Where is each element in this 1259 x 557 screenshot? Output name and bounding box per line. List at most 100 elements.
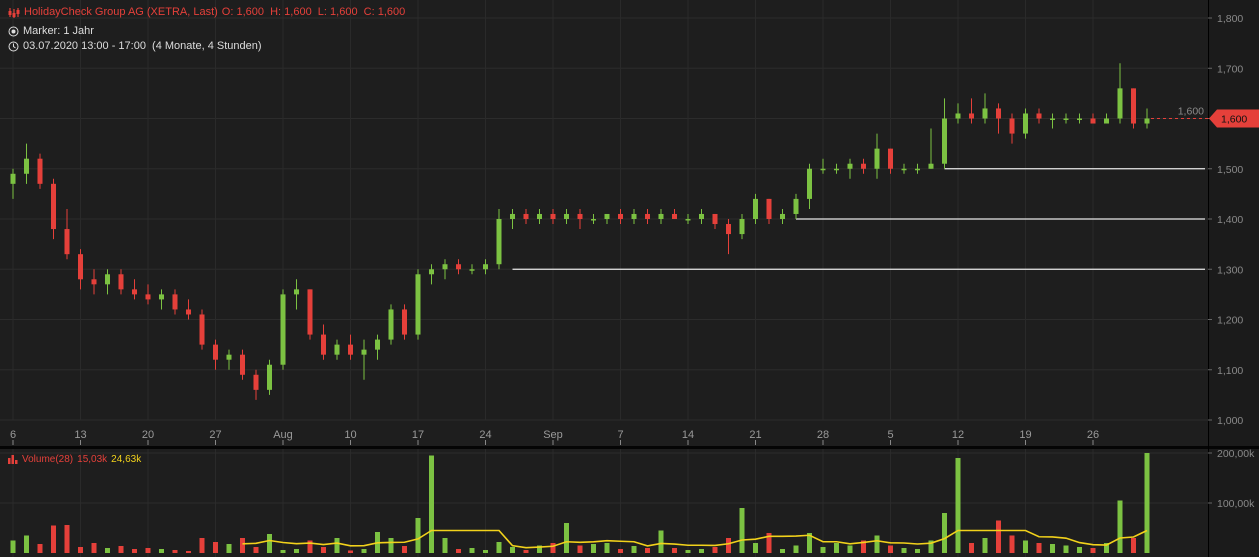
volume-bar: [402, 546, 407, 553]
candle: [888, 148, 893, 174]
candle: [172, 289, 178, 315]
volume-bar: [712, 547, 718, 553]
candle-body: [753, 198, 758, 219]
volume-bar: [523, 550, 529, 553]
candle-body: [415, 274, 421, 335]
candle: [564, 208, 569, 225]
x-tick-label: Aug: [273, 429, 293, 441]
volume-bar: [510, 547, 515, 553]
bar-chart-icon: [8, 455, 18, 464]
candle: [199, 309, 205, 350]
candle-body: [739, 219, 745, 235]
candle-body: [213, 344, 218, 360]
candle-body: [1009, 118, 1015, 134]
y-tick-label: 1,100: [1217, 365, 1243, 377]
candle-body: [159, 294, 164, 300]
candle: [64, 208, 70, 260]
candle-body: [658, 213, 664, 219]
candle: [469, 264, 475, 275]
candle: [631, 208, 637, 225]
candle: [186, 299, 191, 320]
candle: [537, 208, 542, 225]
volume-bar: [1144, 453, 1150, 553]
candle-body: [91, 279, 97, 285]
candle-body: [483, 264, 488, 270]
volume-bar: [51, 525, 56, 553]
volume-bar: [280, 550, 286, 553]
volume-bar: [456, 549, 461, 553]
volume-y-tick-label: 100,00k: [1217, 498, 1255, 510]
candle: [415, 269, 421, 340]
candle: [10, 168, 16, 199]
candle-body: [1063, 118, 1069, 120]
volume-bar: [1036, 543, 1042, 553]
x-tick-label: 13: [74, 429, 86, 441]
volume-bar: [834, 543, 839, 553]
candle-body: [226, 354, 232, 360]
candle-body: [712, 213, 718, 225]
candle-body: [51, 183, 56, 230]
volume-bar: [483, 550, 488, 553]
volume-y-tick-label: 200,00k: [1217, 448, 1255, 460]
candle: [24, 143, 29, 184]
candle-body: [510, 213, 515, 219]
candle: [982, 93, 988, 124]
candle: [159, 289, 164, 310]
volume-bar: [847, 545, 853, 553]
candle-body: [807, 168, 812, 199]
volume-bar: [253, 547, 259, 553]
candle: [928, 128, 934, 169]
volume-bar: [699, 549, 704, 553]
candle-body: [1023, 113, 1028, 134]
volume-bar: [429, 455, 434, 553]
volume-legend: Volume(28) 15,03k 24,63k: [8, 454, 141, 465]
volume-bar: [1023, 540, 1028, 553]
x-tick-label: 7: [617, 429, 623, 441]
candle: [672, 208, 677, 219]
candle: [348, 334, 353, 360]
candle-body: [726, 224, 731, 235]
x-tick-label: 20: [142, 429, 154, 441]
candle-body: [1117, 88, 1123, 119]
volume-bar: [1050, 544, 1055, 553]
volume-bar: [321, 547, 326, 553]
candle-body: [496, 219, 502, 265]
candle-body: [631, 213, 637, 219]
candle-body: [1077, 118, 1082, 120]
candle-body: [321, 334, 326, 355]
candle-body: [537, 213, 542, 219]
volume-bar: [1117, 500, 1123, 553]
volume-bar: [213, 542, 218, 553]
candle: [37, 153, 43, 189]
volume-bar: [10, 540, 16, 553]
candle-body: [915, 168, 920, 171]
candle: [267, 359, 272, 395]
volume-bar: [739, 508, 745, 553]
candle-body: [699, 213, 704, 219]
candle-body: [928, 163, 934, 169]
volume-bar: [604, 543, 610, 553]
volume-bar: [685, 550, 691, 553]
volume-bar: [780, 549, 785, 553]
candle: [874, 133, 880, 179]
radio-marker-icon: [8, 26, 19, 36]
candlestick-icon: [8, 7, 20, 18]
marker-legend[interactable]: Marker: 1 Jahr: [8, 25, 94, 37]
candle: [942, 98, 947, 169]
candle: [1050, 113, 1055, 129]
candle-body: [375, 339, 380, 350]
x-tick-label: 26: [1087, 429, 1099, 441]
volume-bar: [820, 547, 826, 553]
ohlc-values: O: 1,600 H: 1,600 L: 1,600 C: 1,600: [221, 6, 406, 18]
candle: [294, 279, 299, 310]
candle: [861, 158, 866, 174]
candle-body: [1036, 113, 1042, 119]
volume-bar: [766, 533, 772, 553]
volume-bar: [37, 544, 43, 553]
candle-body: [672, 213, 677, 219]
candle: [793, 193, 799, 219]
volume-bar: [1131, 538, 1136, 553]
candle-body: [888, 148, 893, 169]
candle: [375, 334, 380, 360]
